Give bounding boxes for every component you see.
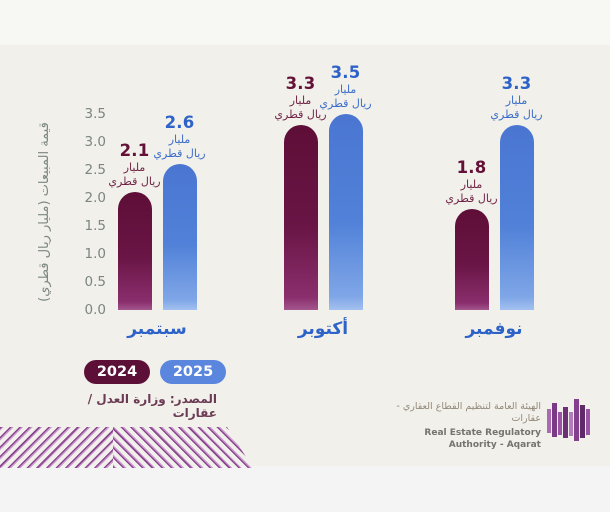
bar-oct-2024 [283, 125, 318, 310]
y-axis-tick-1.0: 1.0 [84, 246, 106, 262]
bottom-background-strip [0, 466, 610, 512]
value-unit-text: ريال قطري [108, 174, 161, 188]
value-number: 3.3 [285, 73, 316, 93]
y-axis-tick-2.5: 2.5 [84, 162, 106, 178]
value-unit-text: ريال قطري [153, 146, 206, 160]
x-axis-label-nov: نوفمبر [465, 319, 523, 339]
value-unit-text: مليار [460, 178, 483, 192]
value-label-nov-2025: 3.3 مليار ريال قطري [471, 73, 563, 122]
value-label-oct-2025: 3.5 مليار ريال قطري [300, 62, 392, 111]
value-number: 2.6 [164, 112, 195, 132]
bar-sep-2024 [117, 192, 152, 310]
value-label-oct-2024: 3.3 مليار ريال قطري [255, 73, 347, 122]
value-unit-text: مليار [505, 94, 528, 108]
legend-2025-pill: 2025 [160, 360, 226, 384]
y-axis-tick-1.5: 1.5 [84, 218, 106, 234]
x-axis-label-sep: سبتمبر [127, 319, 187, 339]
value-label-sep-2025: 2.6 مليار ريال قطري [134, 112, 226, 161]
bar-oct-2025 [328, 114, 363, 310]
y-axis-tick-0.0: 0.0 [84, 302, 106, 318]
x-axis-label-oct: أكتوبر [297, 319, 349, 339]
value-label-sep-2024: 2.1 مليار ريال قطري [89, 140, 181, 189]
y-axis-tick-3.0: 3.0 [84, 134, 106, 150]
value-number: 3.5 [330, 62, 361, 82]
value-unit-text: مليار [168, 133, 191, 147]
authority-name-arabic: الهيئة العامة لتنظيم القطاع العقاري - عق… [396, 401, 541, 424]
value-unit-text: مليار [334, 83, 357, 96]
authority-name-english: Real Estate Regulatory Authority - Aqara… [424, 428, 541, 450]
value-number: 2.1 [119, 140, 150, 160]
bar-sep-2025 [162, 164, 197, 310]
value-unit-text: ريال قطري [319, 96, 372, 110]
y-axis-tick-3.5: 3.5 [84, 106, 106, 122]
y-axis-title: قيمة المبيعات (مليار ريال قطري) [37, 122, 52, 302]
value-label-nov-2024: 1.8 مليار ريال قطري [426, 157, 518, 206]
top-background-strip [0, 0, 610, 45]
value-unit-text: مليار [289, 94, 312, 108]
legend-2024-pill: 2024 [84, 360, 150, 384]
stripe-field-left [0, 427, 113, 468]
value-unit-text: ريال قطري [274, 107, 327, 121]
stripe-field-right [113, 427, 253, 468]
buildings-skyline-icon [545, 396, 595, 448]
value-unit-text: مليار [123, 161, 146, 175]
value-number: 3.3 [501, 73, 532, 93]
value-number: 1.8 [456, 157, 487, 177]
bar-nov-2025 [499, 125, 534, 310]
source-note: المصدر: وزارة العدل / عقارات [87, 392, 217, 420]
y-axis-tick-0.5: 0.5 [84, 274, 106, 290]
value-unit-text: ريال قطري [490, 107, 543, 121]
chevron-stripe-decoration [0, 427, 253, 468]
bar-nov-2024 [454, 209, 489, 310]
value-unit-text: ريال قطري [445, 191, 498, 205]
authority-logo-text: الهيئة العامة لتنظيم القطاع العقاري - عق… [393, 401, 541, 451]
y-axis-tick-2.0: 2.0 [84, 190, 106, 206]
